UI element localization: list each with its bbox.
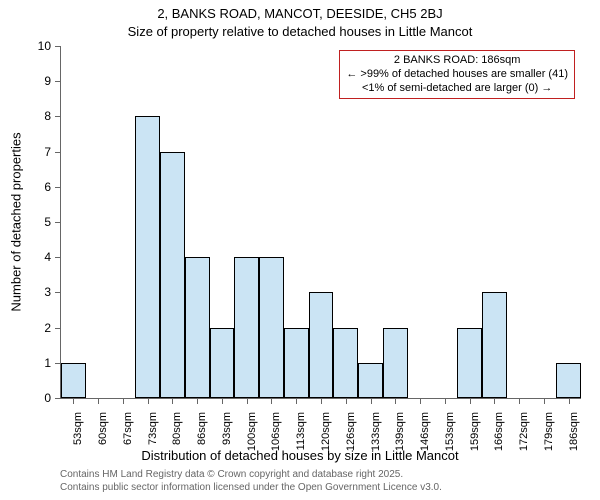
x-tick — [73, 398, 74, 404]
footnote: Contains HM Land Registry data © Crown c… — [60, 468, 442, 494]
y-tick — [55, 187, 61, 188]
x-tick — [296, 398, 297, 404]
y-tick-label: 8 — [44, 109, 51, 123]
x-tick-label: 166sqm — [493, 412, 505, 451]
x-tick — [494, 398, 495, 404]
x-tick — [148, 398, 149, 404]
x-tick — [445, 398, 446, 404]
x-tick — [197, 398, 198, 404]
y-tick — [55, 152, 61, 153]
x-tick — [371, 398, 372, 404]
y-tick — [55, 46, 61, 47]
x-tick-label: 100sqm — [246, 412, 258, 451]
histogram-bar — [135, 116, 160, 398]
x-tick — [395, 398, 396, 404]
y-tick — [55, 328, 61, 329]
chart-title-main: 2, BANKS ROAD, MANCOT, DEESIDE, CH5 2BJ — [0, 6, 600, 21]
histogram-bar — [482, 292, 507, 398]
annotation-line: 2 BANKS ROAD: 186sqm — [346, 54, 568, 68]
x-tick-label: 179sqm — [543, 412, 555, 451]
x-tick-label: 159sqm — [469, 412, 481, 451]
x-tick — [569, 398, 570, 404]
x-tick — [519, 398, 520, 404]
y-tick-label: 6 — [44, 180, 51, 194]
x-tick — [346, 398, 347, 404]
x-tick — [321, 398, 322, 404]
x-tick — [222, 398, 223, 404]
x-tick — [247, 398, 248, 404]
histogram-bar — [160, 152, 185, 398]
y-axis-label: Number of detached properties — [9, 132, 24, 311]
footnote-line: Contains HM Land Registry data © Crown c… — [60, 468, 442, 481]
y-tick-label: 0 — [44, 391, 51, 405]
chart-title-sub: Size of property relative to detached ho… — [0, 24, 600, 39]
x-tick — [544, 398, 545, 404]
annotation-line: <1% of semi-detached are larger (0) → — [346, 82, 568, 96]
x-tick-label: 172sqm — [518, 412, 530, 451]
x-axis-label: Distribution of detached houses by size … — [0, 448, 600, 463]
y-tick — [55, 398, 61, 399]
y-tick-label: 1 — [44, 356, 51, 370]
x-tick-label: 153sqm — [444, 412, 456, 451]
x-tick — [420, 398, 421, 404]
x-tick-label: 146sqm — [419, 412, 431, 451]
x-tick-label: 186sqm — [568, 412, 580, 451]
histogram-bar — [309, 292, 334, 398]
x-tick-label: 126sqm — [345, 412, 357, 451]
y-tick-label: 7 — [44, 145, 51, 159]
histogram-bar — [556, 363, 581, 398]
histogram-bar — [61, 363, 86, 398]
histogram-bar — [284, 328, 309, 398]
x-tick-label: 93sqm — [221, 412, 233, 445]
x-tick — [123, 398, 124, 404]
histogram-bar — [358, 363, 383, 398]
histogram-bar — [185, 257, 210, 398]
annotation-line: ← >99% of detached houses are smaller (4… — [346, 68, 568, 82]
y-tick-label: 3 — [44, 285, 51, 299]
y-tick — [55, 116, 61, 117]
histogram-bar — [210, 328, 235, 398]
x-tick-label: 113sqm — [295, 412, 307, 450]
y-tick-label: 5 — [44, 215, 51, 229]
x-tick — [98, 398, 99, 404]
x-tick-label: 67sqm — [122, 412, 134, 445]
y-tick — [55, 292, 61, 293]
x-tick-label: 73sqm — [147, 412, 159, 445]
y-tick — [55, 257, 61, 258]
histogram-bar — [234, 257, 259, 398]
histogram-bar — [457, 328, 482, 398]
histogram-bar — [259, 257, 284, 398]
y-tick — [55, 222, 61, 223]
property-size-chart: 2, BANKS ROAD, MANCOT, DEESIDE, CH5 2BJ … — [0, 0, 600, 500]
x-tick-label: 133sqm — [370, 412, 382, 451]
footnote-line: Contains public sector information licen… — [60, 481, 442, 494]
annotation-box: 2 BANKS ROAD: 186sqm ← >99% of detached … — [339, 50, 575, 99]
histogram-bar — [333, 328, 358, 398]
y-tick — [55, 81, 61, 82]
y-tick-label: 10 — [38, 39, 51, 53]
x-tick-label: 60sqm — [97, 412, 109, 445]
x-tick-label: 106sqm — [270, 412, 282, 451]
x-tick-label: 80sqm — [171, 412, 183, 445]
x-tick — [470, 398, 471, 404]
x-tick-label: 139sqm — [394, 412, 406, 451]
x-tick — [271, 398, 272, 404]
x-tick — [172, 398, 173, 404]
x-tick-label: 53sqm — [72, 412, 84, 445]
y-tick-label: 2 — [44, 321, 51, 335]
y-tick-label: 9 — [44, 74, 51, 88]
x-tick-label: 86sqm — [196, 412, 208, 445]
x-tick-label: 120sqm — [320, 412, 332, 451]
y-tick-label: 4 — [44, 250, 51, 264]
plot-area: 2 BANKS ROAD: 186sqm ← >99% of detached … — [60, 46, 581, 399]
histogram-bar — [383, 328, 408, 398]
